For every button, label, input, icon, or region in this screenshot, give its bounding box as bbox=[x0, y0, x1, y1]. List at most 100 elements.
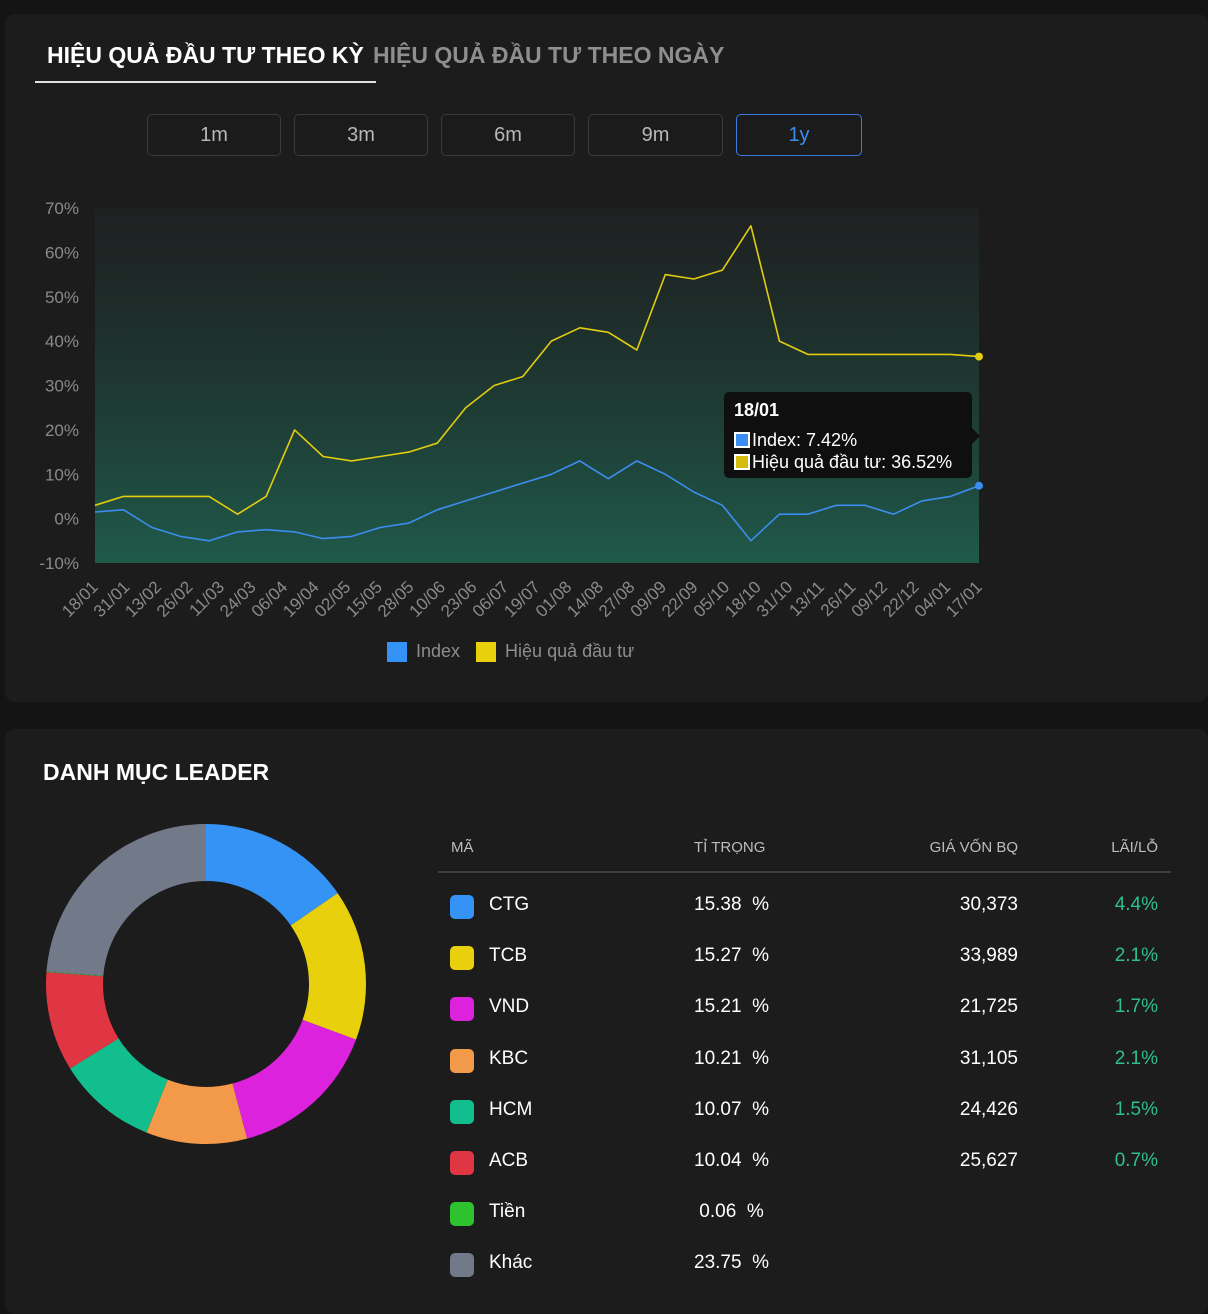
donut-slice[interactable] bbox=[46, 972, 119, 1069]
y-tick-label: 70% bbox=[45, 199, 79, 218]
avg-cost-value: 31,105 bbox=[959, 1047, 1018, 1069]
portfolio-title: DANH MỤC LEADER bbox=[43, 759, 270, 785]
stock-code: TCB bbox=[489, 945, 527, 967]
x-tick-label: 05/10 bbox=[690, 577, 734, 621]
x-tick-label: 10/06 bbox=[406, 577, 450, 621]
donut-slice[interactable] bbox=[290, 893, 366, 1040]
table-row[interactable]: TCB 15.27 % 33,989 2.1% bbox=[438, 936, 1171, 987]
table-row[interactable]: CTG 15.38 % 30,373 4.4% bbox=[438, 885, 1171, 936]
tooltip-index-row: Index: 7.42% bbox=[734, 429, 962, 451]
tooltip-date: 18/01 bbox=[734, 400, 780, 420]
color-swatch bbox=[450, 1099, 474, 1124]
color-swatch bbox=[450, 1048, 474, 1073]
header-profit-loss: LÃI/LỖ bbox=[1111, 839, 1158, 856]
table-row[interactable]: Tiền 0.06 % bbox=[438, 1192, 1171, 1243]
range-3m-button[interactable]: 3m bbox=[294, 114, 428, 156]
x-tick-label: 15/05 bbox=[342, 577, 386, 621]
x-tick-label: 22/09 bbox=[658, 577, 702, 621]
avg-cost-value: 33,989 bbox=[959, 945, 1018, 967]
y-tick-label: 50% bbox=[45, 288, 79, 307]
tab-period-performance[interactable]: HIỆU QUẢ ĐẦU TƯ THEO KỲ bbox=[35, 36, 376, 83]
table-row[interactable]: HCM 10.07 % 24,426 1.5% bbox=[438, 1090, 1171, 1141]
range-6m-button[interactable]: 6m bbox=[441, 114, 575, 156]
x-tick-label: 31/10 bbox=[753, 577, 797, 621]
tooltip-index-value: Index: 7.42% bbox=[752, 429, 858, 450]
performance-line-chart[interactable]: 70%60%50%40%30%20%10%0%-10% 18/0131/0113… bbox=[5, 14, 1208, 702]
allocation-donut-chart[interactable] bbox=[41, 819, 371, 1149]
tooltip-index-swatch bbox=[734, 432, 750, 448]
profit-loss-value: 4.4% bbox=[1114, 894, 1158, 915]
x-tick-label: 18/01 bbox=[58, 577, 102, 621]
range-9m-button[interactable]: 9m bbox=[588, 114, 723, 156]
x-tick-label: 19/04 bbox=[279, 577, 323, 621]
x-tick-label: 27/08 bbox=[595, 577, 639, 621]
tooltip-perf-value: Hiệu quả đầu tư: 36.52% bbox=[752, 451, 953, 472]
x-tick-label: 19/07 bbox=[500, 577, 544, 621]
x-tick-label: 18/10 bbox=[721, 577, 765, 621]
y-axis: 70% 60% 50% 40% 30% 20% 10% 0% -10% bbox=[39, 199, 79, 573]
x-tick-label: 01/08 bbox=[532, 577, 576, 621]
series-lines bbox=[94, 225, 983, 542]
donut-slice[interactable] bbox=[70, 1038, 168, 1133]
stock-code: Khác bbox=[489, 1252, 533, 1274]
chart-tooltip: 18/01 Index: 7.42% Hiệu quả đầu tư: 36.5… bbox=[724, 392, 980, 478]
table-row[interactable]: Khác 23.75 % bbox=[438, 1243, 1171, 1294]
x-tick-label: 17/01 bbox=[942, 577, 986, 621]
avg-cost-value: 25,627 bbox=[959, 1150, 1018, 1171]
y-tick-label: 10% bbox=[45, 465, 79, 484]
range-1m-button[interactable]: 1m bbox=[147, 114, 281, 156]
weight-value: 10.07 % bbox=[694, 1098, 769, 1120]
weight-value: 15.27 % bbox=[694, 945, 769, 967]
table-row[interactable]: KBC 10.21 % 31,105 2.1% bbox=[438, 1039, 1171, 1090]
x-tick-label: 04/01 bbox=[911, 577, 955, 621]
x-tick-label: 13/11 bbox=[785, 577, 828, 620]
donut-slice[interactable] bbox=[206, 824, 338, 926]
series-line-index bbox=[94, 460, 980, 542]
x-tick-label: 02/05 bbox=[311, 577, 355, 621]
color-swatch bbox=[450, 1202, 474, 1227]
header-code: MÃ bbox=[451, 839, 474, 856]
donut-slice[interactable] bbox=[46, 824, 206, 976]
header-avg-cost: GIÁ VỐN BQ bbox=[929, 839, 1018, 856]
stock-code: CTG bbox=[489, 894, 530, 915]
table-row[interactable]: VND 15.21 % 21,725 1.7% bbox=[438, 987, 1171, 1038]
color-swatch bbox=[450, 946, 474, 971]
range-1y-button[interactable]: 1y bbox=[736, 114, 862, 156]
weight-value: 10.21 % bbox=[694, 1047, 769, 1069]
header-divider bbox=[438, 871, 1171, 873]
series-endpoint-index bbox=[975, 481, 983, 490]
legend-item-index[interactable]: Index bbox=[387, 641, 460, 662]
profit-loss-value: 0.7% bbox=[1114, 1150, 1158, 1171]
chart-legend: Index Hiệu quả đầu tư bbox=[387, 641, 650, 662]
x-tick-label: 24/03 bbox=[216, 577, 260, 621]
profit-loss-value: 1.5% bbox=[1114, 1098, 1158, 1120]
profit-loss-value: 2.1% bbox=[1114, 1047, 1158, 1069]
legend-performance-swatch bbox=[476, 641, 497, 662]
x-tick-label: 09/09 bbox=[627, 577, 671, 621]
x-tick-label: 06/04 bbox=[248, 577, 292, 621]
x-tick-label: 22/12 bbox=[879, 577, 923, 621]
donut-slice[interactable] bbox=[232, 1019, 357, 1139]
color-swatch bbox=[450, 997, 474, 1022]
weight-value: 10.04 % bbox=[694, 1150, 769, 1171]
donut-slice[interactable] bbox=[46, 971, 104, 977]
legend-performance-label: Hiệu quả đầu tư bbox=[505, 641, 635, 661]
legend-item-performance[interactable]: Hiệu quả đầu tư bbox=[476, 641, 634, 662]
legend-index-swatch bbox=[387, 641, 407, 662]
portfolio-panel: DANH MỤC LEADER MÃ TỈ TRỌNG GIÁ VỐN BQ L… bbox=[5, 729, 1208, 1314]
avg-cost-value: 30,373 bbox=[959, 894, 1018, 915]
y-tick-label: 60% bbox=[45, 243, 79, 262]
stock-code: ACB bbox=[489, 1150, 529, 1171]
stock-code: KBC bbox=[489, 1047, 529, 1069]
profit-loss-value: 1.7% bbox=[1114, 996, 1158, 1018]
weight-value: 23.75 % bbox=[694, 1252, 769, 1274]
avg-cost-value: 21,725 bbox=[959, 996, 1018, 1018]
x-tick-label: 31/01 bbox=[90, 577, 134, 621]
performance-panel: HIỆU QUẢ ĐẦU TƯ THEO KỲ HIỆU QUẢ ĐẦU TƯ … bbox=[5, 14, 1208, 702]
plot-area-background bbox=[95, 208, 979, 563]
series-endpoint-performance bbox=[975, 352, 983, 361]
y-tick-label: 0% bbox=[54, 510, 79, 529]
donut-slice[interactable] bbox=[146, 1079, 248, 1144]
tab-daily-performance[interactable]: HIỆU QUẢ ĐẦU TƯ THEO NGÀY bbox=[373, 42, 725, 68]
table-row[interactable]: ACB 10.04 % 25,627 0.7% bbox=[438, 1141, 1171, 1192]
